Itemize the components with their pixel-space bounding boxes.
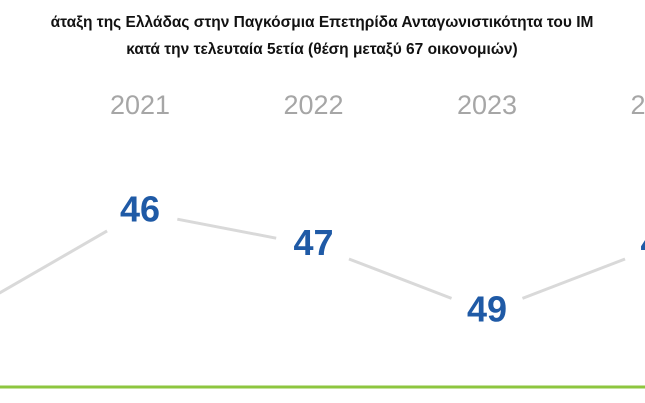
line-segment (521, 257, 626, 300)
value-label: 47 (640, 222, 645, 263)
x-tick-label: 2024 (630, 90, 645, 120)
value-label: 47 (293, 222, 333, 263)
line-segment (348, 257, 453, 300)
chart-subtitle: κατά την τελευταία 5ετία (θέση μεταξύ 67… (126, 41, 517, 58)
x-tick-label: 2023 (457, 90, 517, 120)
value-label: 46 (120, 189, 160, 230)
x-tick-label: 2022 (283, 90, 343, 120)
line-segment (177, 217, 277, 240)
chart-title: άταξη της Ελλάδας στην Παγκόσμια Επετηρί… (51, 14, 594, 31)
x-tick-label: 2021 (110, 90, 170, 120)
value-label: 49 (467, 289, 507, 330)
line-segment (0, 229, 108, 295)
